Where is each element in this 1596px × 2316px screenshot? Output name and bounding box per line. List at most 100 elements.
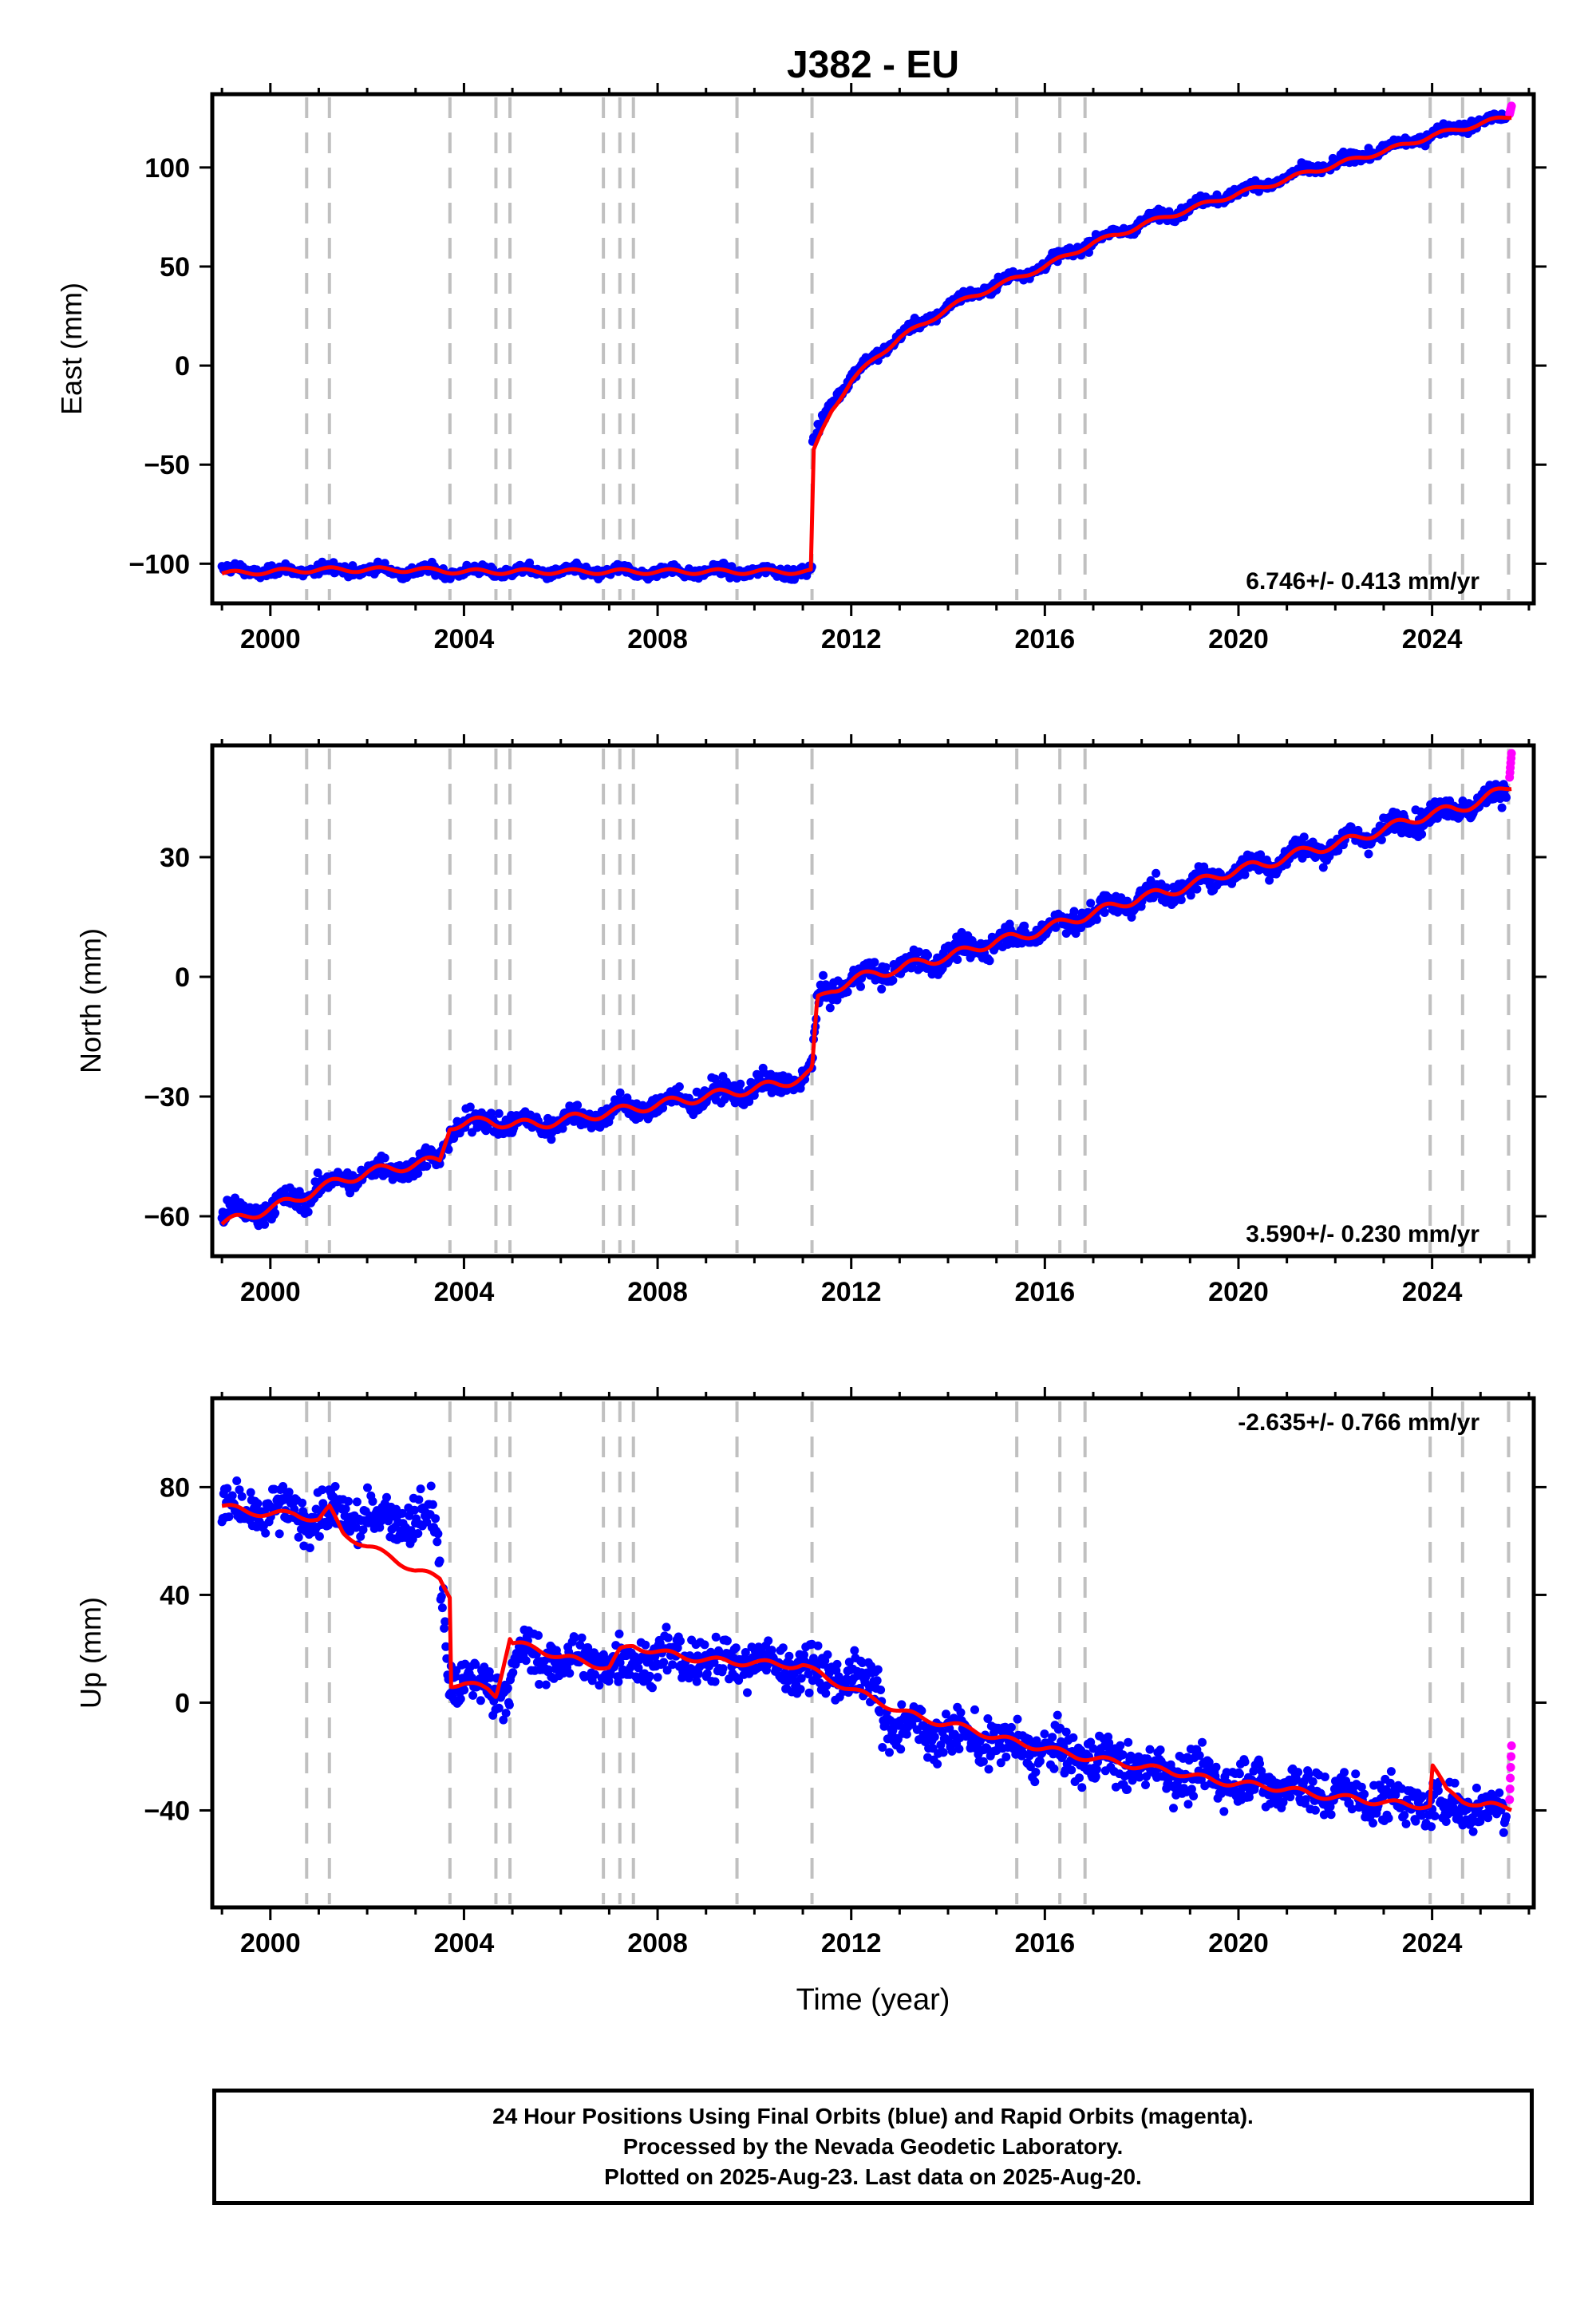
data-point [356,1531,365,1541]
rate-label: -2.635+/- 0.766 mm/yr [1238,1409,1479,1436]
data-point [936,1740,946,1749]
data-point [709,1658,719,1667]
data-point [1364,849,1373,859]
data-point [223,1484,232,1493]
data-point [804,1688,814,1697]
data-point [422,1161,432,1171]
panel-frame [210,1396,1536,1910]
data-point [1071,929,1080,939]
x-tick-label: 2008 [627,624,688,654]
rapid-data-point [1507,749,1516,758]
y-tick-label: 0 [175,351,190,381]
x-tick-label: 2012 [821,1277,882,1307]
data-point [271,1208,280,1218]
data-point [452,1666,461,1675]
data-point [897,1700,907,1709]
data-point [435,1159,444,1168]
data-point [1058,1751,1068,1761]
data-point [1211,1762,1221,1772]
data-point [1152,868,1161,878]
data-point [547,1135,556,1144]
x-tick-label: 2020 [1208,1277,1269,1307]
data-point [674,1082,684,1092]
data-point [1351,1769,1361,1779]
x-tick-label: 2004 [434,1928,495,1958]
data-point [856,982,865,991]
data-point [634,1663,643,1673]
data-point [494,1703,504,1713]
x-tick-label: 2000 [240,624,301,654]
data-point [1430,1812,1440,1820]
data-point [881,962,891,972]
data-point [318,1485,327,1495]
data-point [1162,883,1171,892]
data-point [809,1654,818,1663]
data-point [615,1088,625,1097]
x-tick-label: 2016 [1015,1277,1076,1307]
data-point [246,1488,255,1497]
data-point [875,1707,884,1717]
data-point [1020,921,1029,931]
data-point [983,1714,993,1723]
data-point [996,1758,1005,1768]
data-point [1116,1741,1125,1750]
data-point [440,1623,449,1633]
data-point [942,1709,950,1719]
data-point [1141,1780,1150,1789]
data-point [440,1617,450,1626]
data-point [873,1665,883,1674]
data-point [305,1543,314,1552]
panel-frame [210,92,1536,606]
data-point [822,1681,832,1690]
data-point [1040,1729,1049,1739]
data-point [433,1529,443,1539]
data-point [1450,1778,1460,1788]
data-point [431,1514,440,1524]
data-point [850,1646,859,1655]
data-point [700,1640,709,1650]
data-point [1092,915,1101,924]
rapid-data-point [1506,1763,1515,1772]
data-point [710,1677,720,1686]
data-point [1031,1768,1041,1777]
data-point [1013,1714,1022,1724]
data-point [499,1715,508,1725]
rate-label: 6.746+/- 0.413 mm/yr [1246,568,1479,595]
plot-area [217,101,1516,584]
rapid-data-point [1507,1741,1516,1750]
data-point [1124,1737,1133,1747]
data-point [535,1680,544,1689]
data-point [1256,850,1266,860]
data-point [876,1686,886,1694]
data-point [577,1633,587,1642]
figure-title: J382 - EU [787,44,959,86]
footer-line-1: 24 Hour Positions Using Final Orbits (bl… [492,2104,1254,2128]
model-line [220,786,1512,1226]
data-point [1053,1710,1062,1720]
data-point [888,975,898,985]
data-point [570,1633,579,1642]
x-tick-label: 2016 [1015,1928,1076,1958]
data-point [284,1488,294,1497]
x-tick-label: 2012 [821,1928,882,1958]
data-point [521,1656,531,1666]
data-point [1401,1819,1411,1828]
data-point [408,1535,417,1543]
data-point [237,1492,247,1501]
data-point [595,1681,604,1690]
data-point [915,947,924,957]
data-point [1417,829,1427,839]
y-axis-label: Up (mm) [74,1597,107,1709]
data-point [736,1079,745,1089]
data-point [416,1484,425,1494]
data-point [659,1658,669,1667]
data-point [1169,1804,1178,1813]
data-point [1189,1792,1199,1800]
data-point [525,558,535,567]
x-tick-label: 2008 [627,1277,688,1307]
data-point [380,1153,389,1163]
data-point [648,1683,657,1693]
data-point [1088,1744,1098,1753]
data-point [1030,1777,1040,1787]
